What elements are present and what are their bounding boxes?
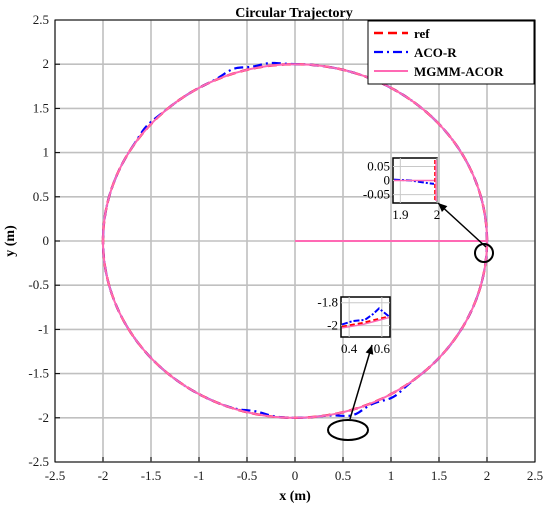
x-tick-label: 0.5: [335, 468, 351, 483]
inset-x-tick-label: 0.6: [374, 341, 391, 356]
y-tick-label: 0.5: [33, 189, 49, 204]
inset-x-tick-label: 2: [434, 207, 441, 222]
inset-2: 0.4 0.6 -1.8 -2: [317, 295, 391, 441]
inset-y-tick-label: -1.8: [317, 295, 338, 310]
x-tick-label: -2: [98, 468, 109, 483]
y-tick-label: -2.5: [28, 454, 49, 469]
y-tick-label: 2: [43, 56, 50, 71]
x-tick-label: -1.5: [141, 468, 162, 483]
zoom-region-ellipse: [474, 243, 494, 263]
y-tick-label: 1.5: [33, 100, 49, 115]
y-axis-label: y (m): [3, 225, 18, 257]
x-tick-label: 2: [484, 468, 491, 483]
insets: 1.9 2 0.050-0.05 0.4 0.6 -1.8 -2: [317, 157, 494, 441]
inset-y-tick-label: 0: [384, 173, 391, 188]
zoom-region-ellipse: [327, 419, 369, 441]
y-tick-label: -1.5: [28, 366, 49, 381]
legend-aco-r-label: ACO-R: [414, 45, 457, 60]
x-tick-label: 0: [292, 468, 299, 483]
inset-ref-line: [341, 315, 390, 328]
axes-frame: [54, 19, 536, 463]
x-tick-label: -2.5: [45, 468, 66, 483]
x-axis-label: x (m): [279, 489, 311, 504]
inset-y-tick-label: -2: [327, 318, 338, 333]
inset-y-tick-label: 0.05: [367, 158, 390, 173]
series-aco-r-line: [101, 61, 489, 419]
tick-labels: -2.5 -2 -1.5 -1 -0.5 0 0.5 1 1.5 2 2.5 -2.5 -2 -1.5 -1…: [28, 12, 543, 483]
y-tick-label: -2: [38, 410, 49, 425]
chart-title: Circular Trajectory: [235, 6, 353, 21]
legend: ref ACO-R MGMM-ACOR: [367, 20, 535, 85]
y-tick-label: -1: [38, 321, 49, 336]
x-tick-label: 1.5: [431, 468, 447, 483]
inset-1: 1.9 2 0.050-0.05: [363, 157, 494, 263]
legend-ref-label: ref: [414, 26, 430, 41]
y-tick-label: -0.5: [28, 277, 49, 292]
series-layer: [101, 61, 489, 420]
legend-box: [367, 20, 535, 85]
x-tick-label: -1: [194, 468, 205, 483]
zoom-arrow-head: [365, 345, 374, 355]
y-tick-label: 1: [43, 145, 50, 160]
zoom-arrow-head: [438, 203, 448, 213]
inset-aco-r-line: [341, 307, 390, 326]
inset-x-tick-label: 1.9: [392, 207, 408, 222]
x-tick-label: 1: [388, 468, 395, 483]
x-tick-label: 2.5: [527, 468, 543, 483]
zoom-arrow-line: [437, 202, 487, 248]
x-tick-label: -0.5: [237, 468, 258, 483]
inset-y-tick-label: -0.05: [363, 187, 390, 202]
series-mgmm-acor-line: [101, 63, 488, 419]
y-tick-label: 2.5: [33, 12, 49, 27]
zoom-arrow-line: [349, 344, 373, 420]
legend-mgmm-acor-label: MGMM-ACOR: [414, 64, 504, 79]
y-tick-label: 0: [43, 233, 50, 248]
inset-mgmm-line: [341, 316, 390, 329]
inset-x-tick-label: 0.4: [341, 341, 358, 356]
